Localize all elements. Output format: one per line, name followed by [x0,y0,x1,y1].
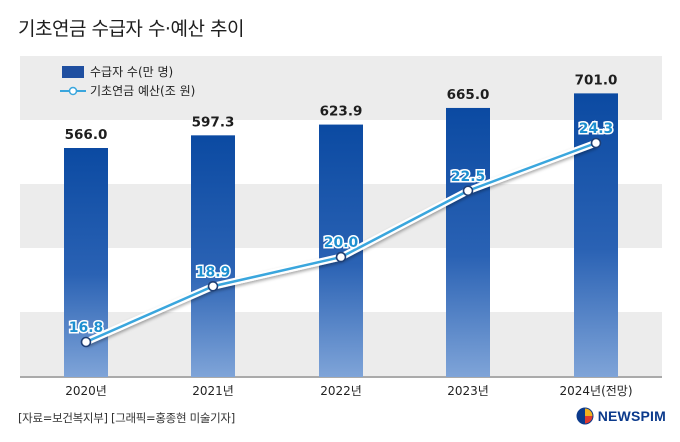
line-labels-layer: 16.8 18.9 20.0 22.5 24.3 [67,120,615,338]
line-value-label: 22.5 [451,169,486,185]
bar-value-label: 701.0 [575,72,618,88]
line-layer [80,137,602,348]
legend-line-label: 기초연금 예산(조 원) [90,84,195,98]
line-point [462,185,474,197]
legend-line-marker [68,86,78,96]
source-note: [자료=보건복지부] [그래픽=홍종현 미술기자] [18,411,235,425]
x-tick-label: 2021년 [192,384,234,398]
bar-value-label: 566.0 [65,127,108,143]
x-tick-label: 2022년 [320,384,362,398]
newspim-logo-text: NEWSPIM [597,408,666,424]
x-tick-label: 2020년 [65,384,107,398]
bar-value-label: 623.9 [320,104,363,120]
line-point [207,280,219,292]
line-value-label: 24.3 [579,121,614,137]
line-point [335,251,347,263]
line-point [590,137,602,149]
x-tick-label: 2023년 [447,384,489,398]
legend-bar-swatch [62,66,84,78]
bar-value-label: 665.0 [447,87,490,103]
newspim-logo: NEWSPIM [576,407,666,425]
bar-labels-layer: 566.0 597.3 623.9 665.0 701.0 [65,72,618,143]
line-value-label: 18.9 [196,264,231,280]
legend-bar-label: 수급자 수(만 명) [90,65,173,79]
x-tick-labels: 2020년 2021년 2022년 2023년 2024년(전망) [65,384,632,398]
newspim-logo-icon [576,407,594,425]
legend: 수급자 수(만 명) 기초연금 예산(조 원) [60,65,195,98]
line-value-label: 16.8 [69,320,104,336]
line-point [80,336,92,348]
bar [446,107,490,378]
grid-band [20,56,662,120]
page-title: 기초연금 수급자 수·예산 추이 [18,18,244,40]
bar-value-label: 597.3 [192,114,235,130]
bar [191,135,235,377]
x-tick-label: 2024년(전망) [559,384,632,398]
line-value-label: 20.0 [324,235,359,251]
